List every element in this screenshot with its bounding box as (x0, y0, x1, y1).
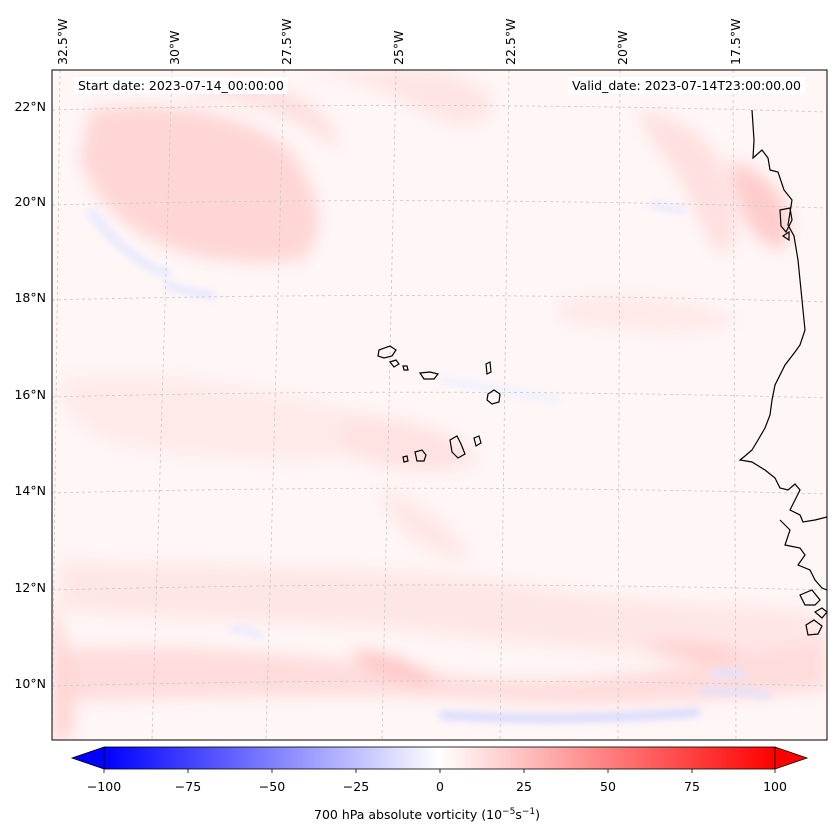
lat-label-14n: 14°N (14, 483, 46, 498)
vorticity-field (52, 70, 827, 740)
colorbar-tick: 75 (684, 779, 700, 794)
lon-label-30w: 30°W (167, 30, 182, 65)
lon-label-20w: 20°W (615, 30, 630, 65)
colorbar-label-main: 700 hPa absolute vorticity (10 (314, 807, 503, 823)
colorbar-label-end: ) (535, 807, 541, 823)
lat-label-10n: 10°N (14, 676, 46, 691)
map-frame (51, 69, 828, 741)
colorbar (70, 746, 809, 773)
colorbar-label-exp2: −1 (521, 807, 536, 817)
lat-label-20n: 20°N (14, 194, 46, 209)
colorbar-extend-max (774, 746, 809, 770)
colorbar-tick: −50 (258, 779, 286, 794)
colorbar-tick: −25 (342, 779, 370, 794)
lon-label-32-5w: 32.5°W (55, 18, 70, 65)
colorbar-extend-min (70, 746, 105, 770)
colorbar-tick: 0 (436, 779, 444, 794)
colorbar-tick: 25 (516, 779, 532, 794)
lat-label-12n: 12°N (14, 580, 46, 595)
colorbar-tick: −75 (174, 779, 202, 794)
colorbar-label-mid: s (515, 807, 522, 823)
lon-label-17-5w: 17.5°W (728, 18, 743, 65)
start-date-label: Start date: 2023-07-14_00:00:00 (74, 77, 288, 94)
colorbar-tick: 50 (600, 779, 616, 794)
lon-label-27-5w: 27.5°W (279, 18, 294, 65)
lon-label-25w: 25°W (391, 30, 406, 65)
lat-label-18n: 18°N (14, 290, 46, 305)
colorbar-tick: 100 (763, 779, 787, 794)
gridlines (52, 70, 827, 740)
lon-label-22-5w: 22.5°W (503, 18, 518, 65)
colorbar-label: 700 hPa absolute vorticity (10−5s−1) (314, 807, 540, 822)
coastlines (377, 109, 827, 636)
colorbar-label-exp1: −5 (502, 807, 516, 817)
valid-date-label: Valid_date: 2023-07-14T23:00:00.00 (567, 77, 805, 94)
colorbar-tick: −100 (86, 779, 122, 794)
lat-label-16n: 16°N (14, 387, 46, 402)
colorbar-bar (103, 746, 776, 770)
lat-label-22n: 22°N (14, 99, 46, 114)
